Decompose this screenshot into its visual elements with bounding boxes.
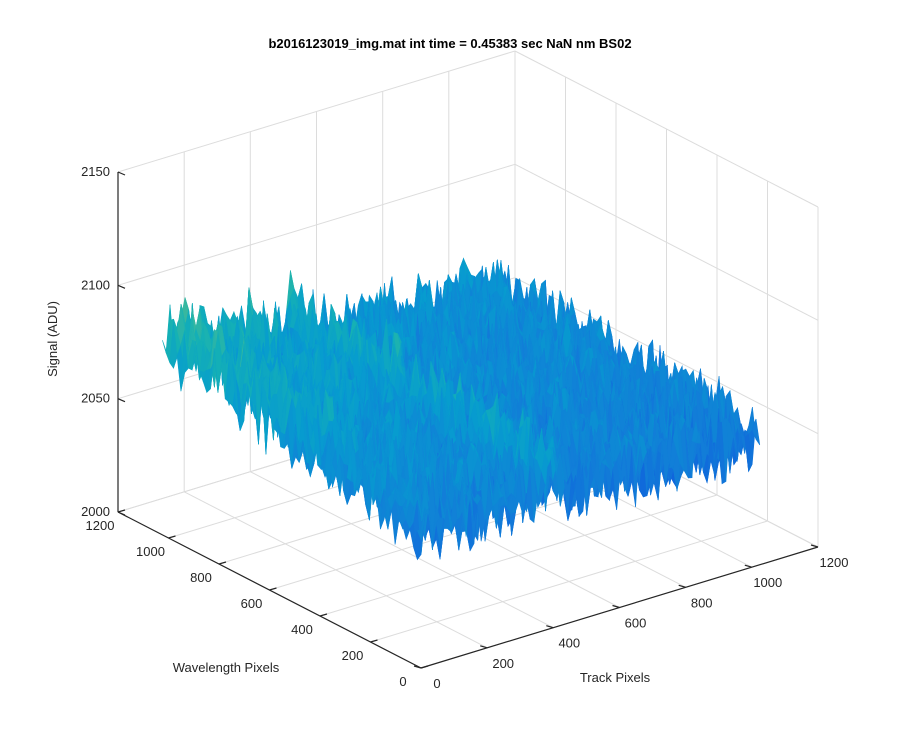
floor-grid-line [319,494,718,617]
floor-grid-line [370,520,768,643]
back-wall-grid-line [117,50,516,173]
side-wall-grid-line [514,163,819,321]
surface-layer [162,257,761,561]
side-wall-grid-line [514,50,819,208]
side-wall-grid-line [514,277,819,435]
back-wall-grid-line [117,163,516,286]
